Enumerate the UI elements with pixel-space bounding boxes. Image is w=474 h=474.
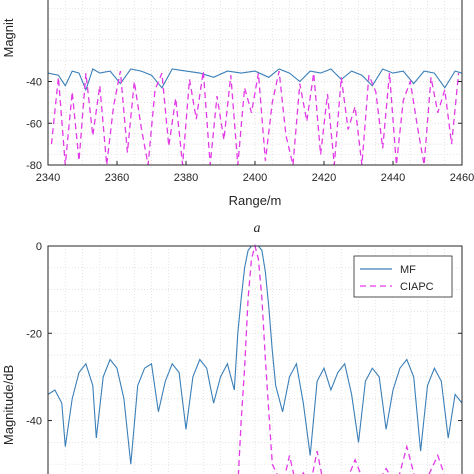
legend-mf-label: MF	[400, 264, 416, 276]
top-ytick-label: -40	[26, 77, 42, 89]
top-xtick-label: 2400	[243, 172, 267, 184]
top-xtick-label: 2380	[174, 172, 198, 184]
top-grid	[47, 0, 463, 166]
bottom-ylabel: Magnitude/dB	[1, 365, 16, 445]
top-xtick-label: 2340	[36, 172, 60, 184]
bottom-ytick-label: 0	[36, 241, 42, 253]
top-ytick-label: -80	[26, 160, 42, 172]
bottom-axes-frame	[47, 245, 463, 474]
bottom-ytick-label: -40	[26, 416, 42, 428]
legend: MF CIAPC	[353, 255, 453, 298]
top-ylabel: Magnit	[1, 18, 16, 57]
legend-box	[353, 255, 453, 298]
panel-label-a: a	[254, 221, 261, 236]
bottom-ticks: 0 -20 -40	[26, 241, 462, 428]
top-xtick-label: 2440	[381, 172, 405, 184]
top-series-ciapc-line	[50, 70, 460, 166]
top-series-mf-line	[47, 68, 463, 92]
top-series-group	[47, 68, 463, 166]
legend-ciapc-label: CIAPC	[400, 281, 434, 293]
top-ytick-label: -60	[26, 118, 42, 130]
bottom-panel: 0 -20 -40 Magnitude/dB MF CIAPC	[1, 241, 463, 474]
top-xlabel: Range/m	[229, 193, 282, 208]
top-xtick-label: 2360	[105, 172, 129, 184]
top-xtick-label: 2420	[312, 172, 336, 184]
bottom-ytick-label: -20	[26, 328, 42, 340]
top-xtick-label: 2460	[450, 172, 474, 184]
